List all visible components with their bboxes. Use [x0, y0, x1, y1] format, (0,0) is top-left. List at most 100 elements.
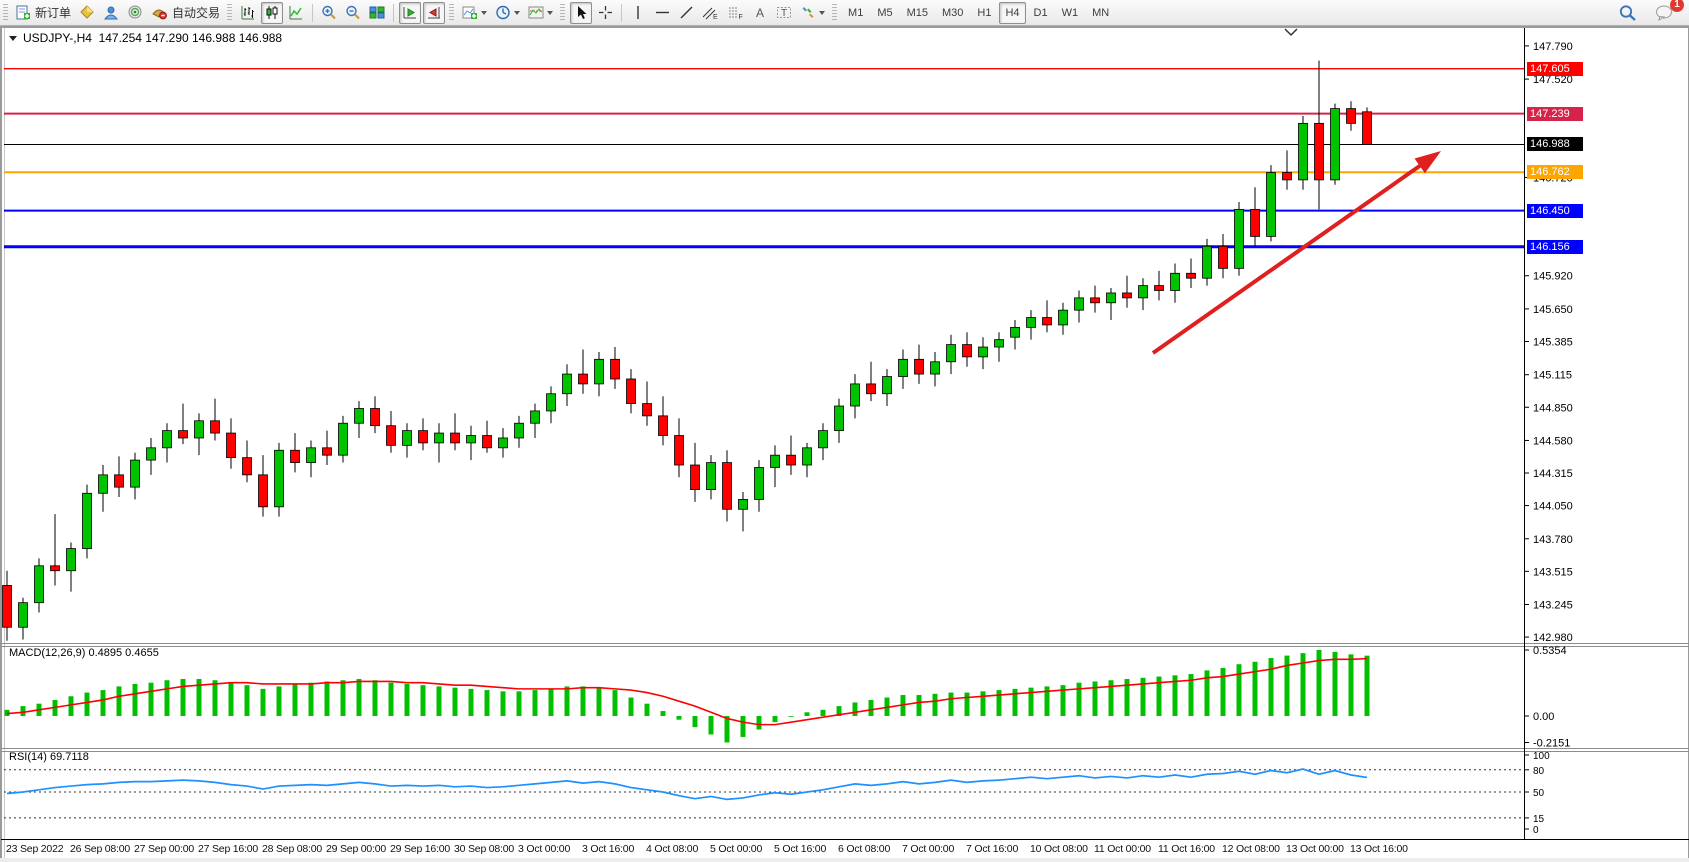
- templates-button[interactable]: [525, 2, 556, 24]
- price-tag-146-988[interactable]: 146.988: [1527, 137, 1583, 152]
- svg-text:0.00: 0.00: [1533, 711, 1554, 723]
- toolbar-separator: [621, 3, 623, 22]
- equidistant-channel-icon: E: [702, 7, 718, 20]
- autotrading-label: 自动交易: [172, 6, 221, 20]
- svg-text:145.385: 145.385: [1533, 337, 1573, 349]
- new-order-icon: [16, 5, 30, 20]
- toolbar-grip[interactable]: [560, 3, 566, 22]
- candlestick-chart-button[interactable]: [261, 1, 284, 24]
- bar-chart-button[interactable]: [237, 2, 259, 24]
- crosshair-button[interactable]: [594, 2, 616, 24]
- svg-text:147.520: 147.520: [1533, 74, 1573, 86]
- toolbar-grip[interactable]: [3, 3, 8, 22]
- templates-icon: [528, 6, 544, 19]
- bar-chart-icon: [241, 6, 255, 20]
- time-axis-label: 4 Oct 08:00: [646, 843, 699, 855]
- svg-text:80: 80: [1533, 766, 1545, 777]
- vertical-line-button[interactable]: [627, 2, 649, 24]
- svg-text:143.245: 143.245: [1533, 600, 1573, 612]
- dropdown-arrow-icon: [514, 10, 521, 15]
- svg-text:143.780: 143.780: [1533, 534, 1573, 546]
- community-button[interactable]: [100, 2, 122, 24]
- arrows-button[interactable]: [797, 2, 828, 24]
- time-axis-label: 28 Sep 08:00: [262, 843, 323, 855]
- toolbar-grip[interactable]: [449, 3, 455, 22]
- time-axis-label: 7 Oct 00:00: [902, 843, 955, 855]
- time-axis-label: 7 Oct 16:00: [966, 843, 1019, 855]
- timeframe-h1-button[interactable]: H1: [977, 6, 992, 19]
- notification-badge: 1: [1670, 0, 1684, 12]
- price-tag-147-605[interactable]: 147.605: [1527, 61, 1583, 76]
- chart-window: 147.790147.520146.720145.920145.650145.3…: [0, 26, 1689, 860]
- tile-windows-button[interactable]: [366, 2, 388, 24]
- chart-canvas[interactable]: 147.790147.520146.720145.920145.650145.3…: [1, 27, 1689, 860]
- time-axis-label: 13 Oct 16:00: [1350, 843, 1408, 855]
- signals-button[interactable]: [124, 2, 146, 24]
- notifications-button[interactable]: 1: [1652, 0, 1684, 24]
- fibonacci-button[interactable]: F: [724, 2, 747, 24]
- svg-text:50: 50: [1533, 788, 1545, 799]
- window-menu-icon[interactable]: [9, 35, 17, 41]
- svg-text:15: 15: [1533, 814, 1545, 825]
- timeframe-group: M1 M5 M15 M30 H1 H4 D1 W1 MN: [841, 1, 1116, 24]
- equidistant-channel-button[interactable]: E: [699, 2, 722, 24]
- text-label-button[interactable]: T: [773, 2, 795, 24]
- svg-text:143.515: 143.515: [1533, 566, 1573, 578]
- timeframe-m15-button[interactable]: M15: [906, 6, 928, 19]
- price-tag-146-156[interactable]: 146.156: [1527, 239, 1583, 254]
- indicators-button[interactable]: [459, 2, 490, 24]
- time-axis-label: 12 Oct 08:00: [1222, 843, 1280, 855]
- svg-text:144.315: 144.315: [1533, 468, 1573, 480]
- zoom-out-icon: [346, 5, 360, 20]
- line-chart-button[interactable]: [285, 2, 307, 24]
- text-button[interactable]: A: [749, 2, 771, 24]
- svg-text:142.980: 142.980: [1533, 632, 1573, 644]
- cursor-button[interactable]: [570, 1, 593, 24]
- price-tag-146-762[interactable]: 146.762: [1527, 165, 1583, 180]
- search-button[interactable]: [1615, 2, 1641, 24]
- timeframe-d1-button[interactable]: D1: [1033, 6, 1048, 19]
- metaeditor-button[interactable]: [76, 2, 98, 24]
- text-icon: A: [756, 6, 764, 20]
- time-axis-label: 13 Oct 00:00: [1286, 843, 1344, 855]
- time-axis-label: 10 Oct 08:00: [1030, 843, 1088, 855]
- horizontal-line-icon: [655, 11, 669, 14]
- time-axis-label: 3 Oct 00:00: [518, 843, 571, 855]
- toolbar-right: 1: [1614, 0, 1689, 24]
- auto-scroll-button[interactable]: [399, 1, 422, 24]
- toolbar-grip[interactable]: [832, 3, 838, 22]
- timeframe-m1-button[interactable]: M1: [848, 6, 864, 19]
- svg-text:A: A: [756, 6, 764, 20]
- svg-text:144.050: 144.050: [1533, 501, 1573, 513]
- zoom-in-button[interactable]: [318, 2, 340, 24]
- timeframe-mn-button[interactable]: MN: [1092, 6, 1110, 19]
- dropdown-arrow-icon: [547, 10, 554, 15]
- autotrading-button[interactable]: 自动交易: [148, 2, 223, 24]
- new-order-button[interactable]: 新订单: [13, 2, 74, 24]
- time-axis-label: 11 Oct 00:00: [1094, 843, 1151, 855]
- horizontal-line-button[interactable]: [651, 2, 673, 24]
- timeframe-h4-button[interactable]: H4: [999, 1, 1026, 24]
- price-tag-146-450[interactable]: 146.450: [1527, 203, 1583, 218]
- price-tag-147-239[interactable]: 147.239: [1527, 106, 1583, 121]
- timeframe-m5-button[interactable]: M5: [877, 6, 893, 19]
- toolbar-grip[interactable]: [227, 3, 233, 22]
- time-axis-label: 5 Oct 16:00: [774, 843, 827, 855]
- time-axis-label: 5 Oct 00:00: [710, 843, 763, 855]
- text-label-icon: T: [777, 7, 792, 19]
- trendline-button[interactable]: [675, 2, 697, 24]
- auto-scroll-icon: [403, 7, 417, 19]
- timeframe-m30-button[interactable]: M30: [942, 6, 964, 19]
- svg-text:100: 100: [1533, 751, 1550, 762]
- dropdown-arrow-icon: [481, 10, 488, 15]
- zoom-in-icon: [322, 5, 336, 20]
- svg-text:0: 0: [1533, 825, 1539, 836]
- periods-button[interactable]: [492, 2, 523, 24]
- timeframe-w1-button[interactable]: W1: [1061, 6, 1079, 19]
- chart-shift-icon: [428, 7, 441, 19]
- time-axis-label: 3 Oct 16:00: [582, 843, 635, 855]
- svg-text:144.850: 144.850: [1533, 402, 1573, 414]
- zoom-out-button[interactable]: [342, 2, 364, 24]
- time-axis-label: 29 Sep 00:00: [326, 843, 387, 855]
- chart-shift-button[interactable]: [423, 1, 446, 24]
